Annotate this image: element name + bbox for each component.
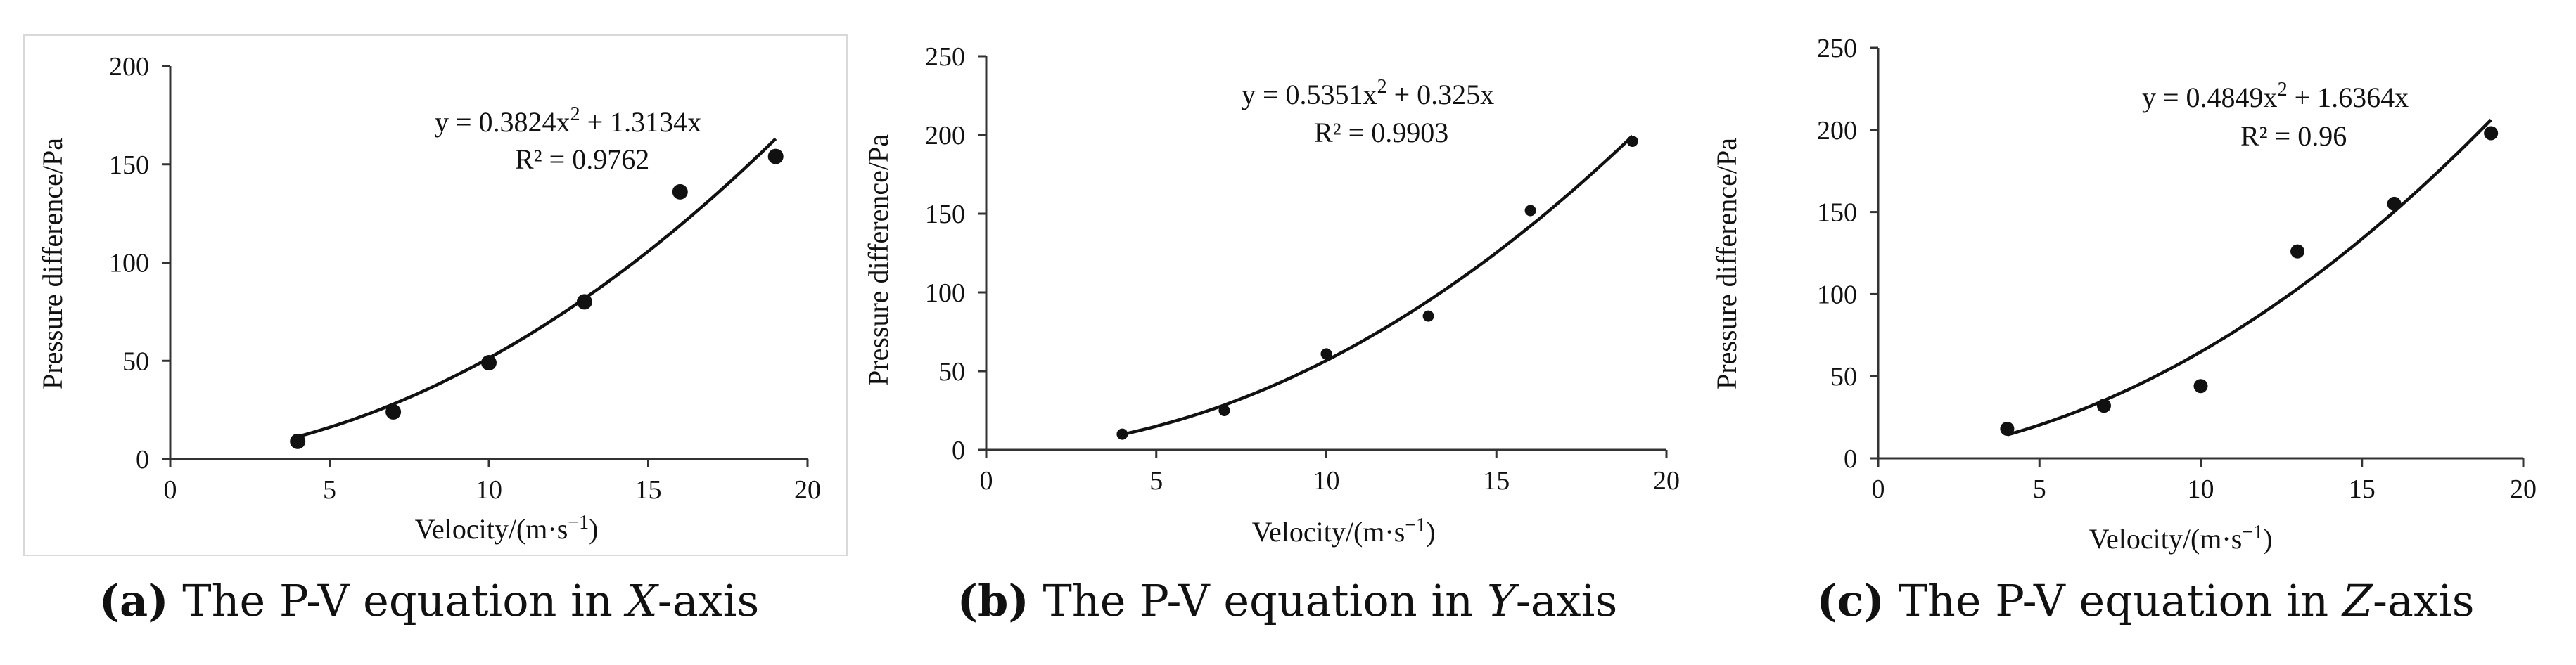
chart-a-x-tick-label: 15 bbox=[635, 475, 662, 505]
chart-a-equation: y = 0.3824x2 + 1.3134x bbox=[435, 103, 701, 138]
chart-a-ylabel: Pressure difference/Pa bbox=[37, 138, 68, 389]
chart-a-y-tick-label: 0 bbox=[136, 445, 149, 474]
chart-a-y-tick-label: 100 bbox=[109, 249, 149, 278]
chart-b-svg: Pressure difference/Pa Velocity/(m·s−1) … bbox=[862, 42, 1680, 548]
chart-b-x-tick-label: 5 bbox=[1149, 466, 1163, 496]
chart-panel-a: Pressure difference/Pa Velocity/(m·s−1) … bbox=[0, 0, 858, 665]
chart-b-data-point bbox=[1422, 310, 1434, 322]
chart-b-data-point bbox=[1524, 205, 1536, 217]
chart-b-y-tick-label: 50 bbox=[938, 357, 965, 387]
chart-a-frame bbox=[23, 34, 848, 556]
chart-a-data-point bbox=[576, 294, 592, 310]
chart-a-y-tick-label: 50 bbox=[122, 347, 149, 376]
chart-a-y-tick-label: 200 bbox=[109, 52, 149, 82]
chart-b-y-tick-label: 250 bbox=[925, 42, 965, 72]
chart-a-plot: 0 50 100 150 200 0 5 10 15 20 bbox=[109, 52, 821, 505]
chart-b-y-tick-label: 150 bbox=[925, 200, 965, 229]
chart-b-y-tick-label: 0 bbox=[952, 436, 965, 465]
chart-a-data-point bbox=[767, 148, 784, 164]
chart-b-ylabel: Pressure difference/Pa bbox=[862, 134, 894, 386]
chart-a-trendline bbox=[297, 137, 777, 439]
chart-a-r2: R² = 0.9762 bbox=[515, 143, 649, 175]
chart-c-x-tick-label: 5 bbox=[2033, 474, 2046, 504]
chart-c-x-tick-label: 10 bbox=[2188, 474, 2214, 504]
chart-c-data-point bbox=[2290, 244, 2305, 259]
chart-a-x-tick-label: 10 bbox=[476, 475, 502, 505]
chart-c-y-tick-label: 0 bbox=[1844, 444, 1857, 474]
chart-b-x-tick-label: 20 bbox=[1653, 466, 1680, 496]
chart-b-xlabel: Velocity/(m·s−1) bbox=[1252, 515, 1436, 548]
chart-c-xlabel: Velocity/(m·s−1) bbox=[2089, 522, 2273, 555]
chart-c-x-tick-label: 15 bbox=[2349, 474, 2376, 504]
chart-c-plot: 0 50 100 150 200 250 0 5 10 15 20 bbox=[1817, 34, 2537, 504]
caption-c: (c) The P-V equation in Z-axis bbox=[1816, 575, 2475, 626]
chart-c-data-point bbox=[2193, 379, 2208, 394]
chart-c-x-tick-label: 0 bbox=[1872, 474, 1885, 504]
chart-a-x-tick-label: 5 bbox=[323, 475, 336, 505]
chart-c-x-tick-label: 20 bbox=[2510, 474, 2537, 504]
chart-panel-c: Pressure difference/Pa Velocity/(m·s−1) … bbox=[1716, 0, 2575, 665]
chart-b-x-tick-label: 0 bbox=[980, 466, 993, 496]
chart-a-data-point bbox=[672, 183, 688, 200]
chart-b-trendline bbox=[1121, 134, 1634, 437]
chart-c-data-point bbox=[2484, 126, 2499, 141]
chart-c-svg: Pressure difference/Pa Velocity/(m·s−1) … bbox=[1716, 34, 2537, 555]
chart-c-y-tick-label: 50 bbox=[1830, 362, 1857, 392]
chart-b-plot: 0 50 100 150 200 250 0 5 10 15 20 bbox=[925, 42, 1680, 496]
chart-c-y-tick-label: 100 bbox=[1817, 280, 1857, 309]
chart-a-ylabel-group: Pressure difference/Pa bbox=[37, 138, 68, 389]
chart-b-y-tick-label: 100 bbox=[925, 278, 965, 308]
chart-b-y-tick-label: 200 bbox=[925, 121, 965, 150]
chart-b-data-point bbox=[1116, 428, 1128, 440]
caption-a: (a) The P-V equation in X-axis bbox=[98, 575, 760, 626]
chart-c-data-point bbox=[2000, 421, 2015, 436]
chart-b-data-point bbox=[1320, 348, 1332, 360]
chart-b-equation: y = 0.5351x2 + 0.325x bbox=[1242, 76, 1494, 110]
chart-a-x-tick-label: 20 bbox=[794, 475, 821, 505]
chart-a-xlabel: Velocity/(m·s−1) bbox=[415, 512, 599, 545]
chart-b-x-tick-label: 15 bbox=[1483, 466, 1510, 496]
chart-b-r2: R² = 0.9903 bbox=[1314, 117, 1448, 148]
chart-b-x-tick-label: 10 bbox=[1313, 466, 1340, 496]
chart-a-x-tick-label: 0 bbox=[164, 475, 177, 505]
chart-c-ylabel: Pressure difference/Pa bbox=[1716, 138, 1742, 389]
chart-a-data-point bbox=[481, 355, 497, 371]
chart-b-data-point bbox=[1218, 405, 1230, 416]
chart-b-data-point bbox=[1626, 135, 1638, 147]
chart-c-trendline bbox=[2006, 118, 2492, 437]
chart-c-y-tick-label: 250 bbox=[1817, 34, 1857, 63]
chart-panel-b: Pressure difference/Pa Velocity/(m·s−1) … bbox=[858, 0, 1716, 665]
chart-a-svg: Pressure difference/Pa Velocity/(m·s−1) … bbox=[23, 34, 848, 556]
chart-c-data-point bbox=[2096, 399, 2111, 413]
chart-c-y-tick-label: 200 bbox=[1817, 116, 1857, 146]
chart-c-y-tick-label: 150 bbox=[1817, 198, 1857, 228]
chart-a-data-point bbox=[385, 403, 402, 420]
chart-a-y-tick-label: 150 bbox=[109, 150, 149, 180]
chart-c-equation: y = 0.4849x2 + 1.6364x bbox=[2142, 79, 2409, 113]
chart-c-r2: R² = 0.96 bbox=[2240, 120, 2347, 152]
caption-b: (b) The P-V equation in Y-axis bbox=[957, 575, 1618, 626]
chart-c-data-point bbox=[2387, 196, 2402, 211]
chart-a-data-point bbox=[290, 433, 306, 449]
